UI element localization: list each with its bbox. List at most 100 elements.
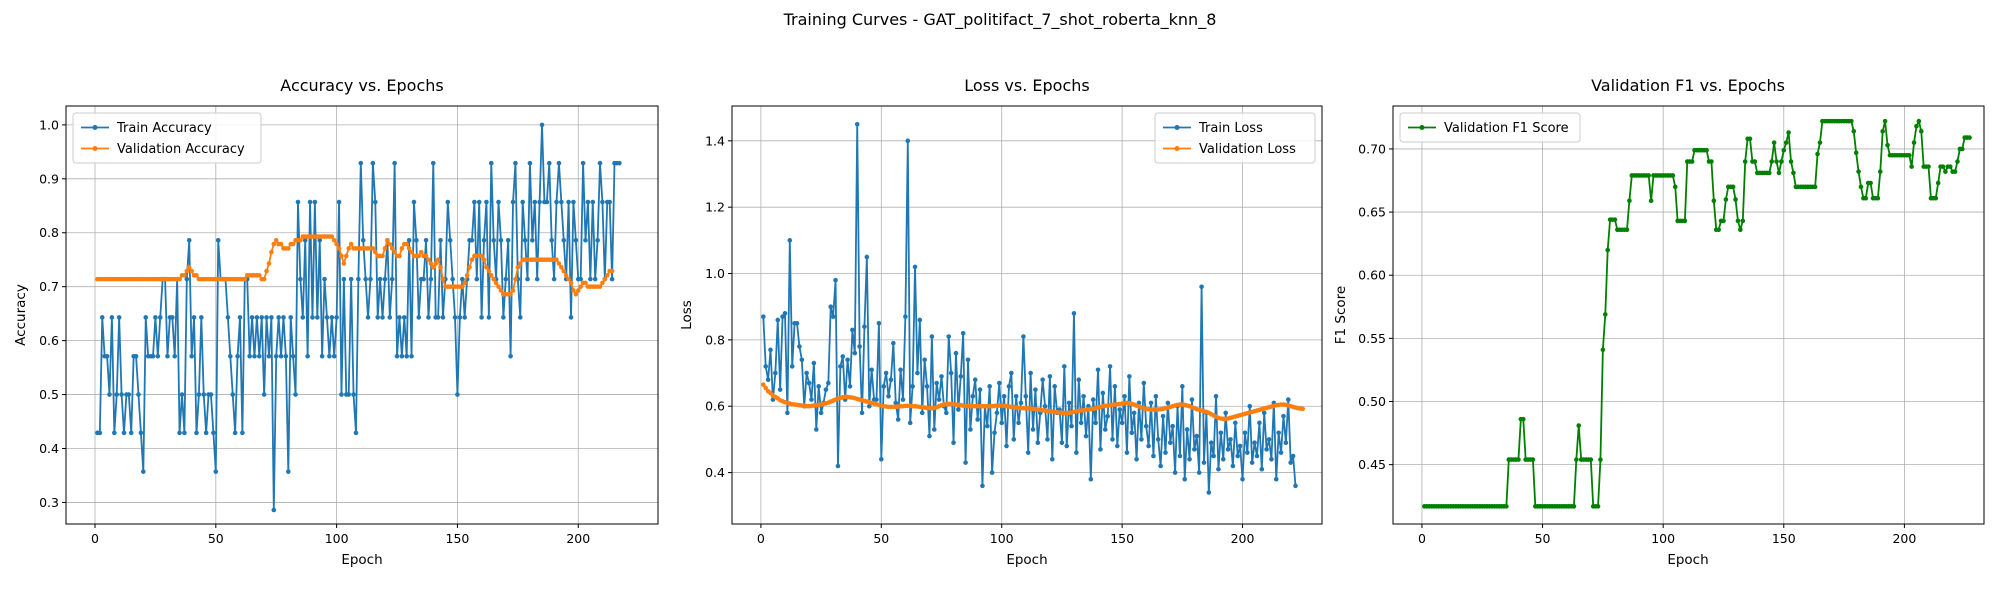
data-point — [1013, 393, 1019, 399]
y-ticks: 0.3 0.4 0.5 0.6 0.7 0.8 0.9 1.0 — [39, 117, 66, 510]
data-point — [537, 199, 542, 205]
data-point — [438, 264, 443, 270]
data-point — [281, 315, 286, 320]
data-point — [510, 288, 516, 293]
data-point — [486, 268, 492, 274]
x-axis-label: Epoch — [1667, 552, 1708, 568]
data-point — [575, 288, 581, 293]
figure-title: Training Curves - GAT_politifact_7_shot_… — [783, 10, 1217, 30]
data-point — [126, 392, 132, 397]
data-point — [1856, 169, 1861, 174]
data-point — [327, 353, 332, 359]
data-point — [273, 353, 279, 359]
data-point — [765, 377, 771, 382]
data-point — [276, 315, 281, 320]
data-point — [859, 410, 865, 416]
data-point — [365, 315, 371, 320]
data-point — [1918, 128, 1924, 134]
y-tick-label: 1.2 — [705, 200, 725, 215]
data-point — [1016, 420, 1021, 426]
data-point — [109, 315, 115, 320]
data-point — [895, 417, 901, 422]
data-point — [462, 315, 467, 320]
series-validation-loss — [761, 382, 1306, 422]
data-point — [1530, 457, 1536, 462]
data-point — [874, 397, 879, 402]
data-point — [826, 380, 831, 386]
data-point — [879, 457, 884, 462]
data-point — [392, 160, 397, 166]
x-tick-label: 0 — [91, 531, 99, 546]
data-point — [505, 238, 511, 243]
data-point — [830, 314, 836, 319]
data-point — [1300, 406, 1306, 412]
x-ticks: 0 50 100 150 200 — [757, 524, 1255, 546]
data-point — [1033, 387, 1038, 392]
data-point — [97, 430, 103, 436]
x-tick-label: 50 — [873, 531, 889, 546]
y-tick-label: 0.5 — [39, 387, 59, 402]
data-point — [450, 276, 455, 282]
data-point — [1153, 393, 1159, 399]
data-point — [452, 315, 458, 320]
x-ticks: 0 50 100 150 200 — [1418, 524, 1916, 546]
data-point — [1877, 169, 1883, 174]
data-point — [186, 238, 192, 243]
data-point — [1747, 136, 1753, 142]
data-point — [416, 253, 422, 259]
legend-marker — [1419, 125, 1425, 130]
data-point — [1216, 466, 1221, 472]
data-point — [997, 380, 1002, 386]
data-point — [343, 253, 349, 259]
data-point — [305, 353, 310, 359]
data-point — [554, 199, 559, 205]
data-point — [946, 334, 952, 339]
data-point — [840, 354, 846, 359]
data-point — [382, 246, 388, 251]
data-point — [806, 380, 812, 386]
data-point — [1853, 150, 1859, 156]
data-point — [1779, 159, 1784, 164]
x-tick-label: 50 — [208, 531, 224, 546]
data-point — [530, 238, 535, 243]
data-point — [1165, 400, 1171, 406]
data-point — [1249, 460, 1255, 465]
data-point — [1849, 118, 1854, 124]
data-point — [257, 273, 262, 278]
data-point — [1598, 457, 1603, 462]
data-point — [307, 199, 313, 205]
y-tick-label: 0.4 — [39, 441, 59, 456]
x-tick-label: 0 — [757, 531, 765, 546]
legend-marker — [92, 146, 98, 151]
data-point — [609, 276, 615, 282]
data-point — [271, 241, 277, 247]
data-point — [600, 199, 605, 205]
data-point — [211, 430, 216, 436]
data-point — [566, 276, 571, 282]
data-point — [426, 257, 431, 263]
data-point — [1612, 217, 1618, 222]
data-point — [1139, 437, 1144, 442]
data-point — [773, 370, 778, 376]
data-point — [1001, 393, 1007, 399]
data-point — [987, 384, 992, 389]
data-point — [433, 261, 439, 266]
series-line — [97, 123, 620, 511]
data-point — [418, 249, 424, 255]
data-point — [1740, 218, 1746, 224]
data-point — [1004, 443, 1009, 449]
data-point — [551, 276, 557, 282]
data-point — [1141, 380, 1147, 386]
chart-title: Validation F1 vs. Epochs — [1591, 76, 1785, 95]
y-tick-label: 0.6 — [705, 399, 725, 414]
data-point — [498, 238, 504, 243]
data-point — [201, 392, 207, 397]
data-point — [322, 276, 327, 282]
data-point — [607, 199, 612, 205]
data-point — [544, 199, 550, 205]
data-point — [1791, 170, 1796, 176]
data-point — [881, 384, 887, 389]
data-point — [387, 241, 393, 247]
data-point — [1158, 463, 1163, 469]
data-point — [588, 276, 593, 282]
